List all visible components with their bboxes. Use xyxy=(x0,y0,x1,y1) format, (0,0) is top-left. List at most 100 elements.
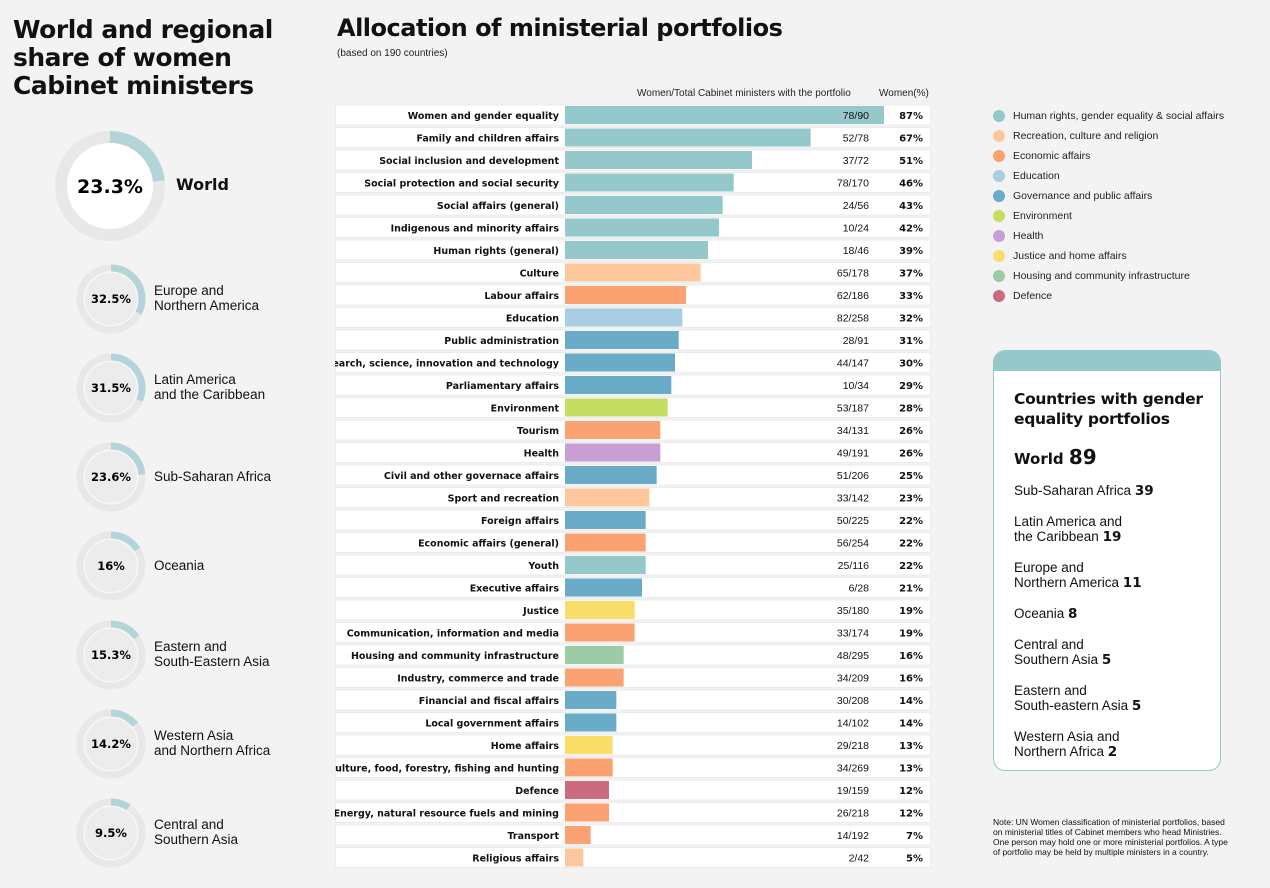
region-donut-value: 31.5% xyxy=(91,381,131,395)
bar-value-label: 19% xyxy=(899,629,923,640)
bar-value-label: 21% xyxy=(899,584,923,595)
gender-portfolios-item: Western Asia and Northern Africa 2 xyxy=(1014,729,1220,760)
bar-ratio-label: 33/174 xyxy=(837,628,869,640)
legend-label: Education xyxy=(1013,170,1060,182)
bar-category-label: Communication, information and media xyxy=(347,629,559,640)
bar-ratio-label: 37/72 xyxy=(843,155,869,167)
bar-ratio-label: 52/78 xyxy=(843,133,869,145)
gender-portfolios-item: Sub-Saharan Africa 39 xyxy=(1014,483,1220,499)
bar-value-label: 37% xyxy=(899,269,923,280)
bar-ratio-label: 25/116 xyxy=(838,560,869,572)
region-donut: 32.5% xyxy=(76,264,146,334)
bar-value-label: 33% xyxy=(899,291,923,302)
gender-portfolios-box: Countries with gender equality portfolio… xyxy=(993,350,1221,771)
bar-value-label: 51% xyxy=(899,156,923,167)
bar-row-background xyxy=(335,644,931,666)
legend-label: Housing and community infrastructure xyxy=(1013,270,1190,282)
gender-portfolios-item-label: Western Asia and Northern Africa xyxy=(1014,729,1120,759)
legend-swatch xyxy=(993,230,1005,242)
bar xyxy=(565,556,646,574)
gender-portfolios-world: World 89 xyxy=(1014,445,1220,469)
bar-value-label: 13% xyxy=(899,741,923,752)
bar-value-label: 67% xyxy=(899,134,923,145)
chart-note: Note: UN Women classification of ministe… xyxy=(993,817,1228,857)
region-donut-hole xyxy=(85,273,137,325)
region-donut-value: 15.3% xyxy=(91,648,131,662)
bar-value-label: 23% xyxy=(899,494,923,505)
region-donut-hole xyxy=(85,718,137,770)
legend-swatch xyxy=(993,250,1005,262)
bar-value-label: 13% xyxy=(899,764,923,775)
bar-ratio-label: 65/178 xyxy=(837,268,869,280)
bar xyxy=(565,713,617,732)
legend-item: Justice and home affairs xyxy=(993,246,1224,266)
bar-ratio-label: 49/191 xyxy=(837,448,869,460)
chart-subtitle: (based on 190 countries) xyxy=(337,48,448,59)
bar-row-background xyxy=(335,734,931,756)
bar-ratio-label: 51/206 xyxy=(837,470,869,482)
bar-ratio-label: 33/142 xyxy=(837,493,869,505)
chart-legend: Human rights, gender equality & social a… xyxy=(993,106,1224,306)
bar-category-label: Women and gender equality xyxy=(408,111,560,122)
bar-ratio-label: 82/258 xyxy=(837,313,869,325)
bar xyxy=(565,286,686,304)
percent-column-header: Women(%) xyxy=(879,88,929,99)
bar-ratio-label: 78/90 xyxy=(843,110,869,122)
gender-portfolios-item: Oceania 8 xyxy=(1014,606,1220,622)
gender-portfolios-item-value: 39 xyxy=(1134,483,1154,499)
region-donut-arc xyxy=(76,798,146,868)
region-donut: 15.3% xyxy=(76,620,146,690)
bar-ratio-label: 35/180 xyxy=(837,605,869,617)
legend-label: Governance and public affairs xyxy=(1013,190,1153,202)
bar xyxy=(565,736,613,754)
bar xyxy=(565,173,734,192)
gender-portfolios-item-value: 8 xyxy=(1068,606,1078,622)
bar-ratio-label: 50/225 xyxy=(837,515,869,527)
gender-portfolios-list: Sub-Saharan Africa 39 Latin America and t… xyxy=(1014,483,1220,760)
bar-value-label: 30% xyxy=(899,359,923,370)
region-donut-value: 23.6% xyxy=(91,470,131,484)
bar-row-background xyxy=(335,757,931,778)
legend-item: Defence xyxy=(993,286,1224,306)
bar-row-background xyxy=(335,779,931,801)
bar-value-label: 22% xyxy=(899,539,923,550)
region-donut-label: Oceania xyxy=(154,557,205,573)
bar-value-label: 46% xyxy=(899,179,923,190)
world-donut-arc xyxy=(55,131,165,241)
region-donut-label: Europe and Northern America xyxy=(154,283,260,313)
region-donut-hole xyxy=(85,807,137,859)
bar-ratio-label: 34/131 xyxy=(837,425,869,437)
bar xyxy=(565,353,675,372)
bar-category-label: Energy, natural resource fuels and minin… xyxy=(335,809,559,820)
bar xyxy=(565,331,679,349)
bar-value-label: 29% xyxy=(899,381,923,392)
bar-category-label: Culture xyxy=(520,269,559,280)
legend-swatch xyxy=(993,210,1005,222)
bar xyxy=(565,443,661,462)
bar-ratio-label: 56/254 xyxy=(837,538,869,550)
bar-category-label: Education xyxy=(506,314,559,325)
bar-row-background xyxy=(335,712,931,733)
bar-category-label: Defence xyxy=(515,786,559,797)
bar-category-label: Social protection and social security xyxy=(364,179,560,190)
bar xyxy=(565,151,752,169)
bar xyxy=(565,398,668,417)
legend-label: Human rights, gender equality & social a… xyxy=(1013,110,1225,122)
legend-swatch xyxy=(993,170,1005,182)
region-donut-label: Western Asia and Northern Africa xyxy=(154,728,271,758)
bar xyxy=(565,803,609,822)
legend-swatch xyxy=(993,150,1005,162)
bar xyxy=(565,511,646,529)
legend-item: Recreation, culture and religion xyxy=(993,126,1224,146)
region-donut: 14.2% xyxy=(76,709,146,779)
bar xyxy=(565,263,701,282)
legend-swatch xyxy=(993,130,1005,142)
bar-category-label: Health xyxy=(524,449,560,460)
region-donut-arc xyxy=(76,353,146,423)
legend-label: Environment xyxy=(1013,210,1072,222)
bar-value-label: 14% xyxy=(899,696,923,707)
bar-row-background xyxy=(335,689,931,711)
world-donut-hole xyxy=(67,143,153,229)
bar-ratio-label: 6/28 xyxy=(849,583,870,595)
gender-portfolios-item-label: Sub-Saharan Africa xyxy=(1014,483,1135,498)
